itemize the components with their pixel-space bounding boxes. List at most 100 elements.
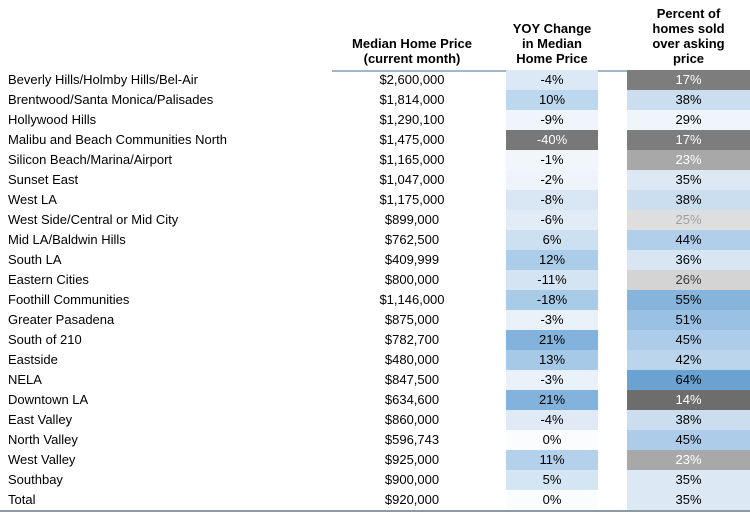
median-price-cell: $782,700 (384, 332, 440, 347)
table-row: West LA $1,175,000 -8% 38% (0, 190, 750, 210)
column-gap (598, 310, 627, 330)
table-row: East Valley $860,000 -4% 38% (0, 410, 750, 430)
column-gap (492, 210, 506, 230)
column-gap (492, 450, 506, 470)
column-gap (492, 270, 506, 290)
yoy-change-cell: -40% (506, 130, 598, 150)
column-gap (598, 490, 627, 510)
column-gap (598, 190, 627, 210)
column-gap (492, 110, 506, 130)
column-gap (492, 66, 506, 72)
yoy-change-cell: -4% (506, 410, 598, 430)
column-gap (598, 170, 627, 190)
region-cell: East Valley (8, 412, 73, 427)
table-row: Sunset East $1,047,000 -2% 35% (0, 170, 750, 190)
yoy-change-cell: -1% (506, 150, 598, 170)
column-gap (492, 490, 506, 510)
median-price-cell: $1,290,100 (379, 112, 445, 127)
median-price-cell: $1,165,000 (379, 152, 445, 167)
yoy-change-cell: 13% (506, 350, 598, 370)
column-gap (598, 350, 627, 370)
pct-over-asking-cell: 51% (627, 310, 750, 330)
column-gap (492, 150, 506, 170)
pct-over-asking-cell: 17% (627, 130, 750, 150)
region-cell: Silicon Beach/Marina/Airport (8, 152, 173, 167)
median-price-cell: $480,000 (384, 352, 440, 367)
column-gap (492, 90, 506, 110)
region-cell: Malibu and Beach Communities North (8, 132, 227, 147)
table-header-row: Median Home Price (current month) YOY Ch… (0, 6, 750, 72)
table-row: Foothill Communities $1,146,000 -18% 55% (0, 290, 750, 310)
yoy-change-cell: 21% (506, 330, 598, 350)
pct-over-asking-cell: 25% (627, 210, 750, 230)
column-gap (598, 410, 627, 430)
yoy-change-cell: 12% (506, 250, 598, 270)
table-row: West Valley $925,000 11% 23% (0, 450, 750, 470)
column-gap (598, 250, 627, 270)
column-gap (598, 330, 627, 350)
yoy-change-cell: -2% (506, 170, 598, 190)
region-cell: Southbay (8, 472, 63, 487)
pct-over-asking-cell: 26% (627, 270, 750, 290)
pct-over-asking-column-header: Percent of homes sold over asking price (627, 6, 750, 72)
column-gap (598, 110, 627, 130)
median-price-cell: $1,146,000 (379, 292, 445, 307)
column-gap (598, 290, 627, 310)
column-gap (598, 70, 627, 90)
pct-over-asking-cell: 14% (627, 390, 750, 410)
pct-over-asking-cell: 38% (627, 190, 750, 210)
table-bottom-border (0, 510, 750, 512)
pct-over-asking-cell: 45% (627, 330, 750, 350)
yoy-change-cell: 0% (506, 490, 598, 510)
column-gap (492, 170, 506, 190)
pct-over-asking-cell: 45% (627, 430, 750, 450)
table-row: Malibu and Beach Communities North $1,47… (0, 130, 750, 150)
yoy-change-cell: -3% (506, 310, 598, 330)
column-gap (598, 150, 627, 170)
median-price-cell: $2,600,000 (379, 72, 445, 87)
region-cell: Hollywood Hills (8, 112, 97, 127)
column-gap (598, 450, 627, 470)
median-price-cell: $900,000 (384, 472, 440, 487)
column-gap (492, 330, 506, 350)
region-cell: Foothill Communities (8, 292, 130, 307)
median-price-cell: $860,000 (384, 412, 440, 427)
column-gap (492, 370, 506, 390)
median-price-column-header: Median Home Price (current month) (332, 36, 492, 72)
column-gap (598, 430, 627, 450)
table-row: Total $920,000 0% 35% (0, 490, 750, 510)
pct-over-asking-cell: 38% (627, 90, 750, 110)
yoy-change-column-header: YOY Change in Median Home Price (506, 21, 598, 72)
region-cell: Eastside (8, 352, 58, 367)
region-cell: West Side/Central or Mid City (8, 212, 179, 227)
table-row: Downtown LA $634,600 21% 14% (0, 390, 750, 410)
region-cell: Brentwood/Santa Monica/Palisades (8, 92, 214, 107)
yoy-change-cell: -4% (506, 70, 598, 90)
yoy-change-cell: 6% (506, 230, 598, 250)
pct-over-asking-cell: 17% (627, 70, 750, 90)
column-gap (492, 290, 506, 310)
median-price-cell: $1,175,000 (379, 192, 445, 207)
yoy-change-cell: 5% (506, 470, 598, 490)
pct-over-asking-cell: 35% (627, 470, 750, 490)
table-row: Eastern Cities $800,000 -11% 26% (0, 270, 750, 290)
column-gap (598, 230, 627, 250)
column-gap (492, 250, 506, 270)
table-row: Beverly Hills/Holmby Hills/Bel-Air $2,60… (0, 70, 750, 90)
median-price-cell: $847,500 (384, 372, 440, 387)
column-gap (598, 370, 627, 390)
table-row: Hollywood Hills $1,290,100 -9% 29% (0, 110, 750, 130)
pct-over-asking-cell: 55% (627, 290, 750, 310)
median-price-cell: $634,600 (384, 392, 440, 407)
table-row: South of 210 $782,700 21% 45% (0, 330, 750, 350)
table-body: Beverly Hills/Holmby Hills/Bel-Air $2,60… (0, 70, 750, 510)
table-row: NELA $847,500 -3% 64% (0, 370, 750, 390)
column-gap (598, 66, 627, 72)
table-row: Brentwood/Santa Monica/Palisades $1,814,… (0, 90, 750, 110)
median-price-cell: $1,047,000 (379, 172, 445, 187)
pct-over-asking-cell: 38% (627, 410, 750, 430)
column-gap (492, 470, 506, 490)
table-row: North Valley $596,743 0% 45% (0, 430, 750, 450)
region-cell: Mid LA/Baldwin Hills (8, 232, 126, 247)
